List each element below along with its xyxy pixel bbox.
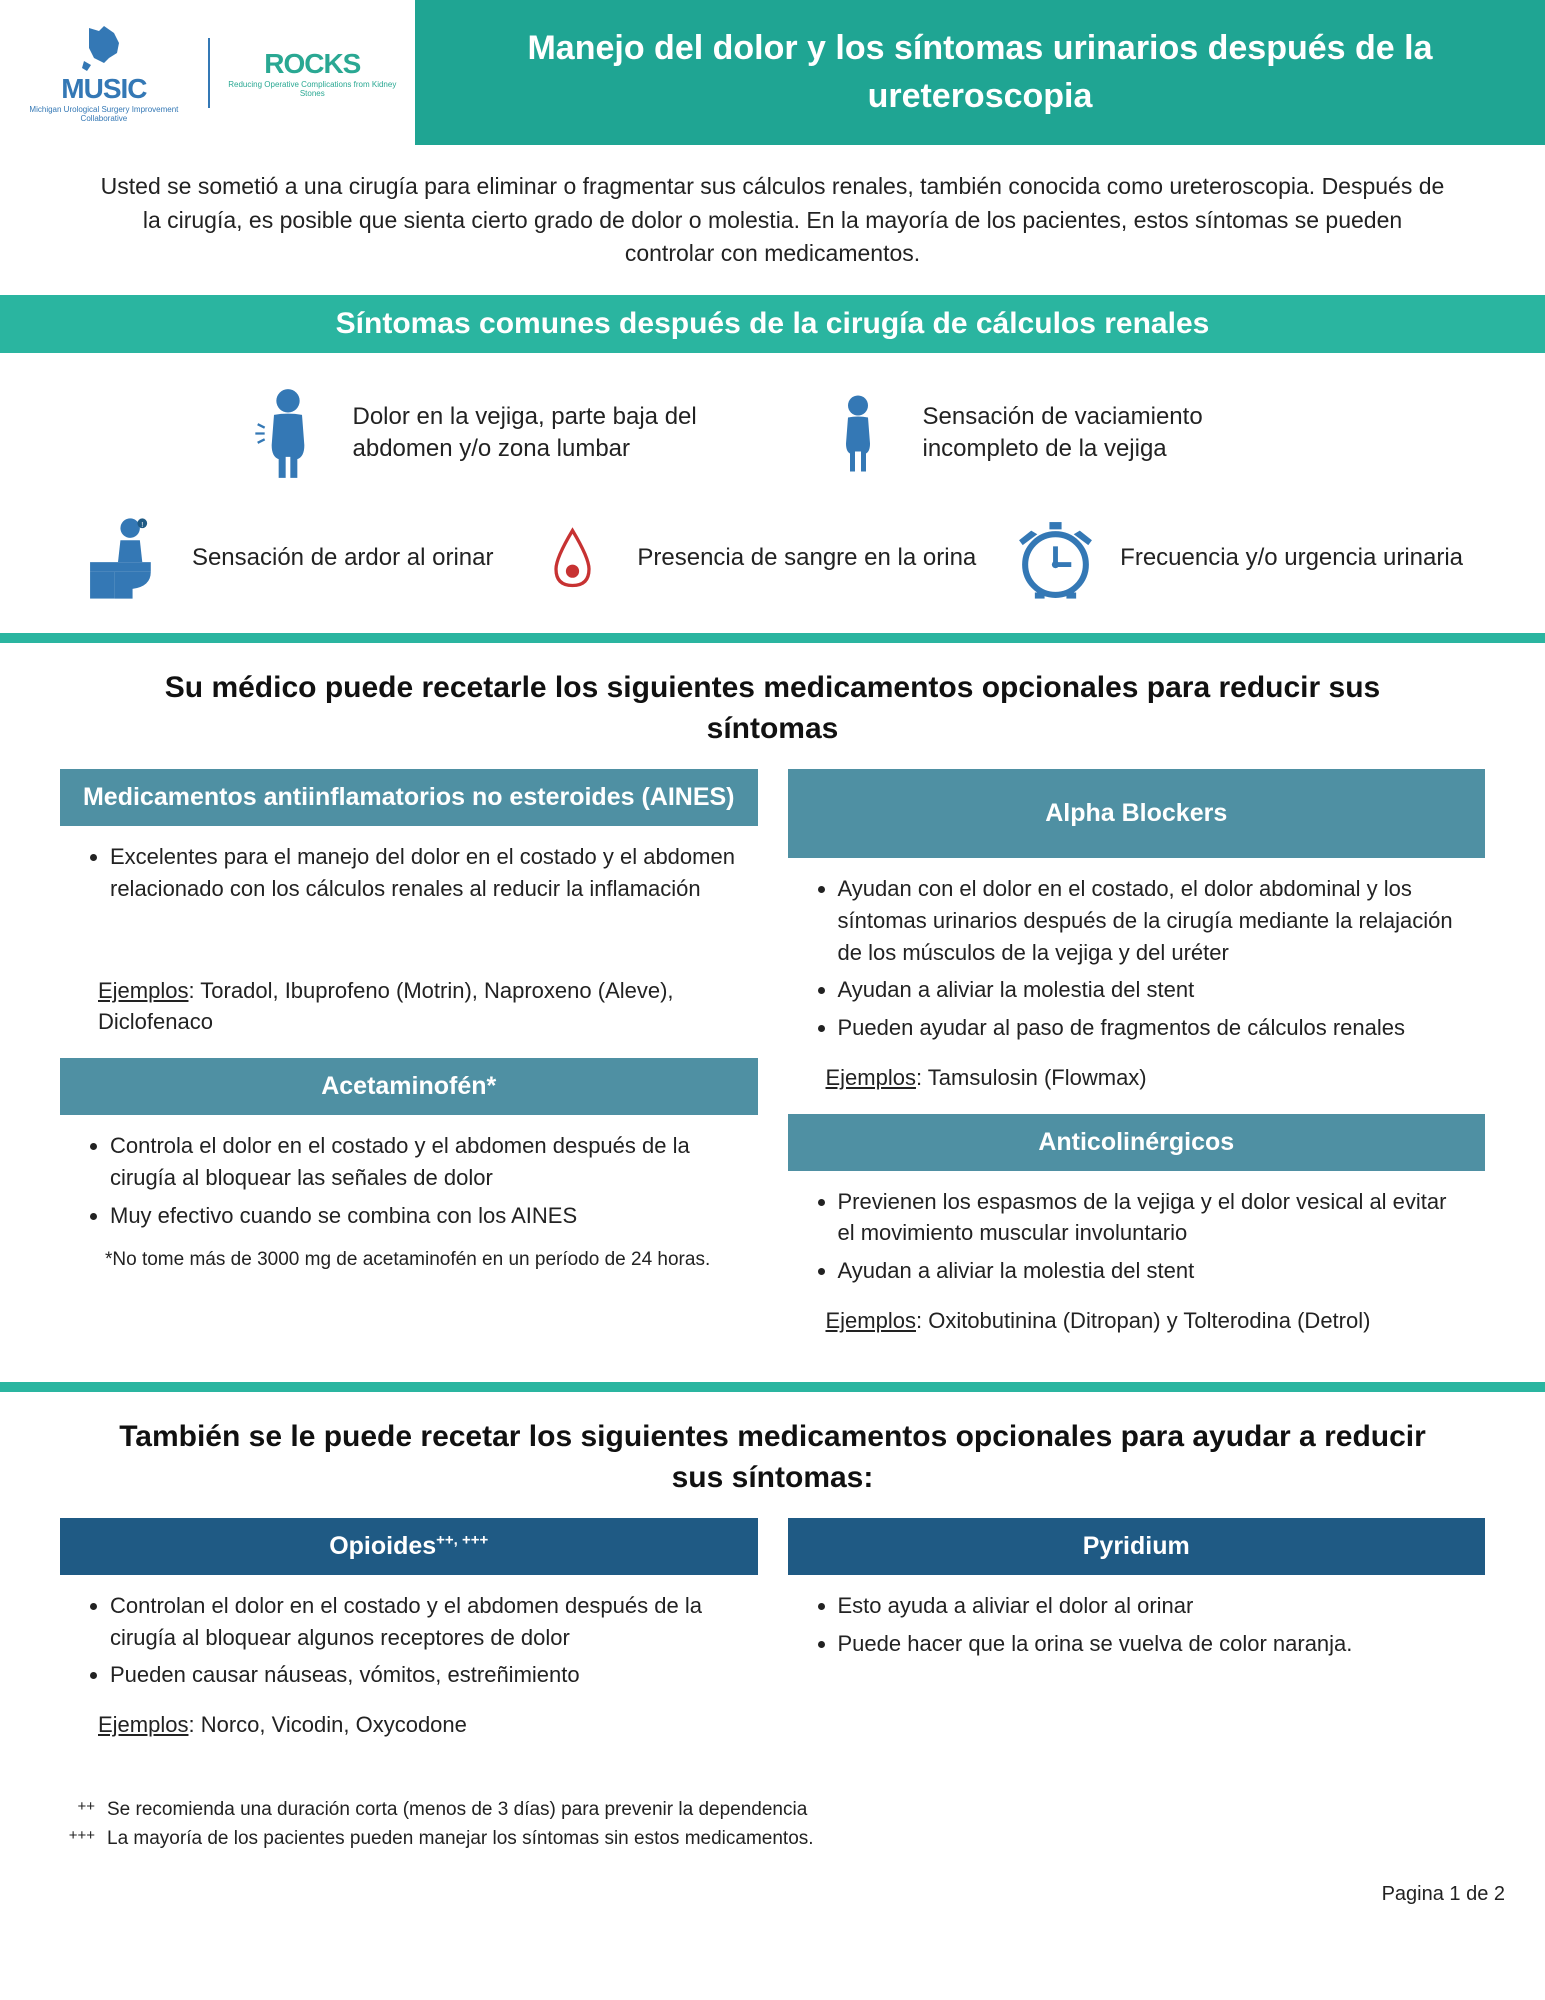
music-text: MUSIC: [61, 73, 146, 105]
med-examples: Ejemplos: Toradol, Ibuprofeno (Motrin), …: [80, 975, 738, 1039]
med-bullet: Controla el dolor en el costado y el abd…: [110, 1130, 738, 1194]
header: MUSIC Michigan Urological Surgery Improv…: [0, 0, 1545, 145]
med-note: *No tome más de 3000 mg de acetaminofén …: [80, 1246, 738, 1274]
meds-heading-2: También se le puede recetar los siguient…: [0, 1392, 1545, 1518]
footnotes: ++ Se recomienda una duración corta (men…: [0, 1786, 1545, 1883]
med-nsaid: Medicamentos antiinflamatorios no estero…: [60, 769, 758, 1058]
page-title: Manejo del dolor y los síntomas urinario…: [455, 25, 1505, 120]
symptom-frequency: Frecuencia y/o urgencia urinaria: [1010, 508, 1463, 608]
meds-heading: Su médico puede recetarle los siguientes…: [0, 643, 1545, 769]
meds-grid-2: Opioides++, +++ Controlan el dolor en el…: [0, 1518, 1545, 1786]
med-header: Medicamentos antiinflamatorios no estero…: [60, 769, 758, 826]
person-cross-icon: [813, 383, 903, 483]
med-anticholinergics: Anticolinérgicos Previenen los espasmos …: [788, 1114, 1486, 1357]
symptom-text: Dolor en la vejiga, parte baja del abdom…: [353, 401, 733, 466]
symptom-burning: ! Sensación de ardor al orinar: [82, 508, 494, 608]
med-bullet: Ayudan a aliviar la molestia del stent: [838, 1255, 1466, 1287]
symptom-text: Frecuencia y/o urgencia urinaria: [1120, 542, 1463, 574]
clock-icon: [1010, 508, 1100, 608]
symptoms-heading: Síntomas comunes después de la cirugía d…: [0, 295, 1545, 353]
symptom-text: Sensación de ardor al orinar: [192, 542, 494, 574]
med-bullet: Muy efectivo cuando se combina con los A…: [110, 1200, 738, 1232]
med-bullet: Ayudan a aliviar la molestia del stent: [838, 974, 1466, 1006]
footnote: ++ Se recomienda una duración corta (men…: [60, 1796, 1485, 1825]
med-examples: Ejemplos: Tamsulosin (Flowmax): [808, 1062, 1466, 1094]
divider: [0, 633, 1545, 643]
symptom-text: Sensación de vaciamiento incompleto de l…: [923, 401, 1303, 466]
symptom-text: Presencia de sangre en la orina: [637, 542, 976, 574]
symptom-blood: Presencia de sangre en la orina: [527, 508, 976, 608]
michigan-icon: [79, 23, 129, 73]
med-pyridium: Pyridium Esto ayuda a aliviar el dolor a…: [788, 1518, 1486, 1685]
music-logo: MUSIC Michigan Urological Surgery Improv…: [15, 23, 193, 123]
med-bullet: Previenen los espasmos de la vejiga y el…: [838, 1186, 1466, 1250]
svg-text:!: !: [142, 520, 144, 529]
logo-box: MUSIC Michigan Urological Surgery Improv…: [0, 0, 415, 145]
med-header: Opioides++, +++: [60, 1518, 758, 1575]
med-examples: Ejemplos: Oxitobutinina (Ditropan) y Tol…: [808, 1305, 1466, 1337]
symptom-bladder-pain: Dolor en la vejiga, parte baja del abdom…: [243, 383, 733, 483]
symptom-incomplete: Sensación de vaciamiento incompleto de l…: [813, 383, 1303, 483]
med-alpha-blockers: Alpha Blockers Ayudan con el dolor en el…: [788, 769, 1486, 1114]
person-pain-icon: [243, 383, 333, 483]
med-bullet: Esto ayuda a aliviar el dolor al orinar: [838, 1590, 1466, 1622]
med-opioids: Opioides++, +++ Controlan el dolor en el…: [60, 1518, 758, 1761]
med-header: Pyridium: [788, 1518, 1486, 1575]
page-number: Pagina 1 de 2: [0, 1883, 1545, 1926]
med-bullet: Excelentes para el manejo del dolor en e…: [110, 841, 738, 905]
rocks-logo: ROCKS Reducing Operative Complications f…: [225, 48, 400, 98]
med-bullet: Pueden causar náuseas, vómitos, estreñim…: [110, 1659, 738, 1691]
title-box: Manejo del dolor y los síntomas urinario…: [415, 0, 1545, 145]
meds-grid-1: Medicamentos antiinflamatorios no estero…: [0, 769, 1545, 1382]
med-header: Anticolinérgicos: [788, 1114, 1486, 1171]
med-acetaminophen: Acetaminofén* Controla el dolor en el co…: [60, 1058, 758, 1294]
rocks-text: ROCKS: [264, 48, 360, 80]
blood-drop-icon: [527, 508, 617, 608]
rocks-sub: Reducing Operative Complications from Ki…: [225, 80, 400, 98]
med-header: Alpha Blockers: [788, 769, 1486, 858]
med-examples: Ejemplos: Norco, Vicodin, Oxycodone: [80, 1709, 738, 1741]
med-bullet: Pueden ayudar al paso de fragmentos de c…: [838, 1012, 1466, 1044]
footnote: +++ La mayoría de los pacientes pueden m…: [60, 1825, 1485, 1854]
divider: [0, 1382, 1545, 1392]
symptoms-grid: Dolor en la vejiga, parte baja del abdom…: [0, 353, 1545, 633]
med-bullet: Puede hacer que la orina se vuelva de co…: [838, 1628, 1466, 1660]
intro-text: Usted se sometió a una cirugía para elim…: [0, 145, 1545, 295]
music-sub: Michigan Urological Surgery Improvement …: [15, 105, 193, 123]
logo-divider: [208, 38, 210, 108]
med-bullet: Controlan el dolor en el costado y el ab…: [110, 1590, 738, 1654]
med-bullet: Ayudan con el dolor en el costado, el do…: [838, 873, 1466, 969]
med-header: Acetaminofén*: [60, 1058, 758, 1115]
toilet-icon: !: [82, 508, 172, 608]
